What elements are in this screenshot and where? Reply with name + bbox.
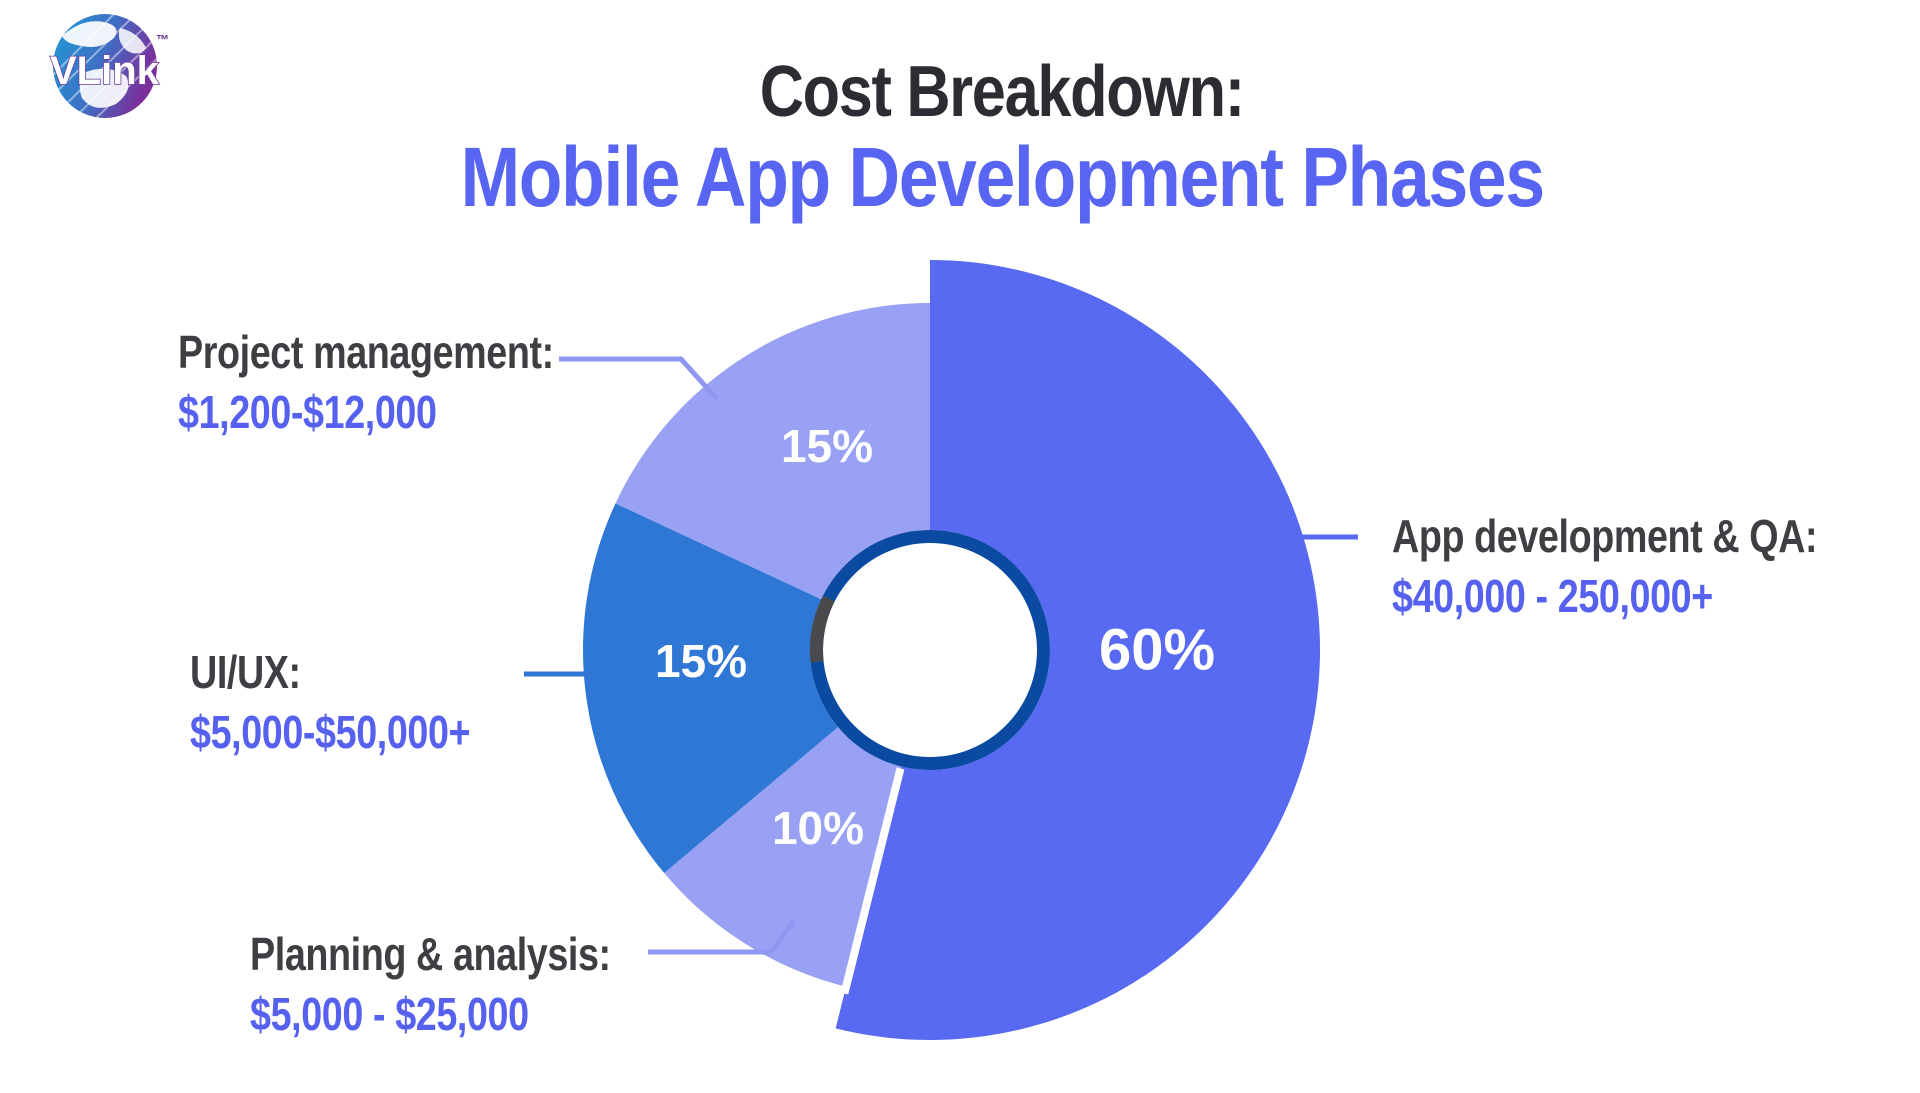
logo-trademark: ™ — [156, 32, 169, 47]
slice-project-management — [615, 303, 930, 600]
label-ui-ux: UI/UX: $5,000-$50,000+ — [190, 642, 532, 762]
vlink-logo: VLink ™ — [49, 14, 169, 118]
label-title: Planning & analysis: — [250, 928, 611, 980]
callout-line-project-management — [559, 356, 719, 401]
title-line-2: Mobile App Development Phases — [460, 130, 1544, 224]
label-project-management: Project management: $1,200-$12,000 — [178, 322, 636, 442]
pct-label-app-development-qa: 60% — [1099, 618, 1215, 683]
label-cost-range: $5,000-$50,000+ — [190, 706, 471, 758]
label-planning-analysis: Planning & analysis: $5,000 - $25,000 — [250, 924, 690, 1044]
globe-icon: VLink ™ — [49, 14, 169, 118]
callout-line-planning-analysis — [648, 919, 797, 955]
slice-ui-ux — [583, 503, 839, 874]
label-cost-range: $1,200-$12,000 — [178, 386, 437, 438]
donut-hole-ring — [810, 530, 1050, 770]
chart-title: Cost Breakdown: Mobile App Development P… — [42, 52, 1920, 222]
slice-separator — [840, 767, 905, 995]
label-cost-range: $40,000 - 250,000+ — [1392, 570, 1713, 622]
logo-wordmark: VLink — [50, 49, 160, 93]
slice-planning-analysis — [664, 727, 901, 987]
title-line-1: Cost Breakdown: — [759, 52, 1245, 132]
donut-ring-gray-arc — [810, 595, 835, 663]
pct-label-ui-ux: 15% — [655, 635, 747, 687]
label-cost-range: $5,000 - $25,000 — [250, 988, 529, 1040]
label-app-development-qa: App development & QA: $40,000 - 250,000+ — [1392, 506, 1911, 626]
label-title: Project management: — [178, 326, 554, 378]
pct-label-project-management: 15% — [781, 420, 873, 472]
label-title: UI/UX: — [190, 646, 301, 698]
pct-label-planning-analysis: 10% — [772, 802, 864, 854]
slice-app-development-qa — [835, 260, 1320, 1040]
label-title: App development & QA: — [1392, 510, 1818, 562]
